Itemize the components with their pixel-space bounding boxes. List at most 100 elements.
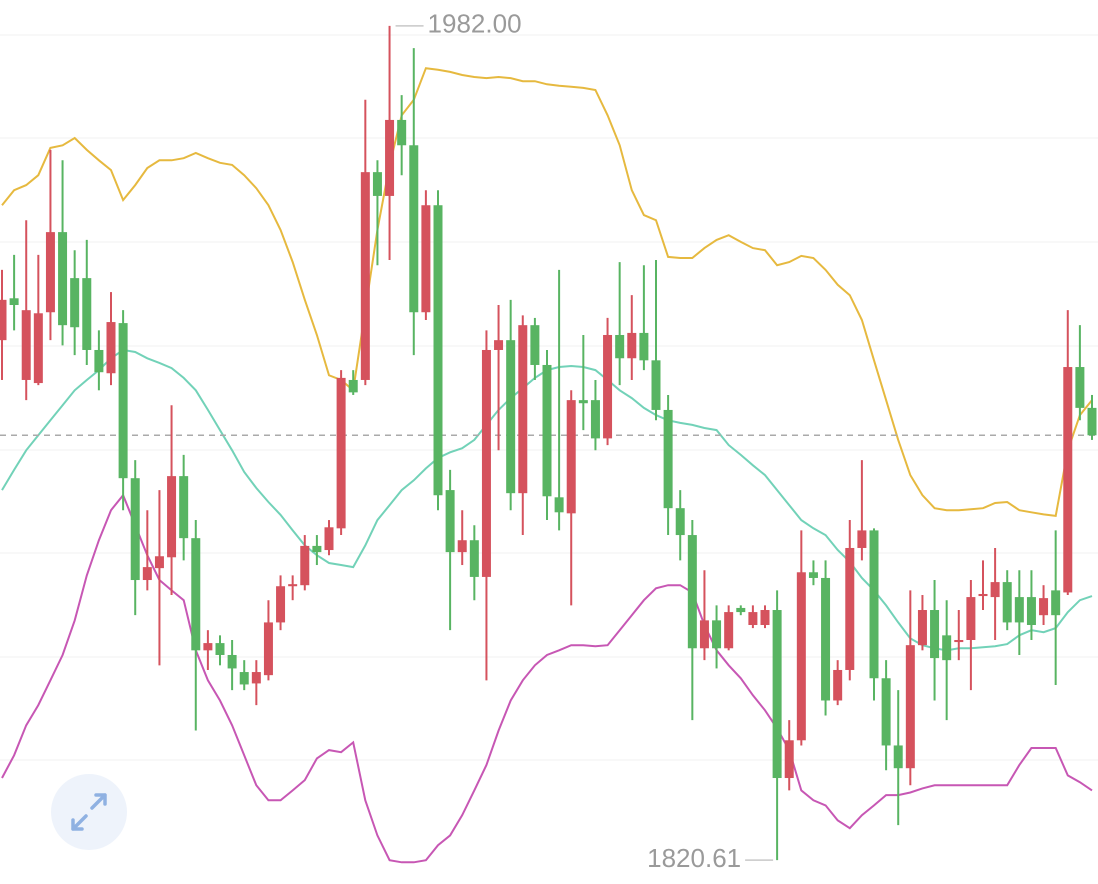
candle-body — [215, 643, 225, 655]
expand-button-bg[interactable] — [51, 774, 127, 850]
candle-body — [1087, 407, 1097, 436]
candle-body — [542, 364, 552, 497]
candle-body — [179, 476, 189, 539]
candle-body — [276, 586, 286, 623]
candle-body — [530, 325, 540, 365]
candle-body — [917, 610, 927, 646]
high-label: 1982.00 — [428, 9, 522, 39]
candle-body — [1063, 367, 1073, 593]
candle-body — [324, 527, 334, 551]
candle-body — [336, 377, 346, 529]
candle-body — [142, 567, 152, 581]
candle-body — [578, 400, 588, 404]
candle-body — [942, 635, 952, 661]
candle-body — [724, 612, 734, 649]
candle-body — [154, 556, 164, 569]
candle-body — [978, 593, 988, 597]
candle-body — [808, 572, 818, 578]
candle-body — [94, 349, 104, 373]
candle-body — [1051, 590, 1061, 616]
candle-body — [118, 323, 128, 479]
candle-body — [70, 278, 80, 328]
candle-body — [603, 334, 613, 439]
candle-body — [360, 172, 370, 380]
candle-body — [494, 340, 504, 350]
candle-body — [421, 205, 431, 313]
low-label: 1820.61 — [647, 843, 741, 873]
expand-icon — [71, 793, 107, 831]
candle-body — [760, 610, 770, 626]
candle-body — [590, 400, 600, 439]
candle-body — [445, 490, 455, 553]
candle-body — [106, 322, 116, 374]
candle-body — [397, 119, 407, 146]
candle-body — [481, 349, 491, 577]
candle-body — [663, 409, 673, 509]
candle-body — [784, 740, 794, 779]
candle-body — [1026, 597, 1036, 626]
candle-body — [21, 310, 31, 380]
candle-body — [736, 607, 746, 613]
candle-body — [191, 538, 201, 651]
candle-body — [796, 572, 806, 741]
candle-body — [288, 584, 298, 587]
candle-body — [9, 298, 19, 306]
candle-body — [239, 672, 249, 685]
candle-body — [857, 530, 867, 548]
band-line — [1, 493, 1093, 864]
candle-body — [554, 497, 564, 513]
candle-body — [203, 643, 213, 651]
candle-body — [712, 620, 722, 649]
candle-body — [905, 645, 915, 769]
candle-body — [869, 530, 879, 679]
candle-body — [651, 360, 661, 410]
candle-body — [130, 478, 140, 581]
band-line — [1, 67, 1093, 518]
candle-body — [227, 654, 237, 669]
candle-body — [966, 597, 976, 640]
candle-body — [469, 540, 479, 577]
candle-body — [167, 476, 177, 558]
candle-body — [1039, 598, 1049, 616]
candle-body — [893, 745, 903, 769]
candle-body — [772, 610, 782, 779]
candle-body — [881, 678, 891, 746]
candle-body — [833, 669, 843, 701]
candle-body — [699, 620, 709, 649]
candle-body — [675, 508, 685, 536]
candle-body — [1014, 597, 1024, 623]
expand-button[interactable] — [51, 774, 127, 850]
candle-body — [457, 540, 467, 553]
candle-body — [1075, 367, 1085, 408]
candle-body — [748, 612, 758, 626]
candle-body — [0, 299, 7, 341]
candle-body — [518, 325, 528, 494]
candle-body — [251, 672, 261, 684]
candle-body — [687, 535, 697, 649]
candle-body — [33, 313, 43, 384]
candle-body — [82, 278, 92, 350]
candle-body — [433, 205, 443, 496]
plot: 1982.00 1820.61 — [0, 9, 1098, 873]
candle-body — [954, 639, 964, 643]
candle-body — [566, 400, 576, 514]
candle-body — [263, 622, 273, 676]
candle-body — [348, 379, 358, 393]
candle-body — [58, 232, 68, 326]
candle-body — [845, 547, 855, 670]
candle-body — [930, 610, 940, 659]
candle-body — [300, 545, 310, 586]
candle-body — [821, 577, 831, 701]
candle-body — [385, 119, 395, 196]
candle-body — [639, 332, 649, 361]
candle-body — [45, 232, 55, 313]
candle-body — [409, 145, 419, 313]
candle-body — [1002, 582, 1012, 623]
candle-body — [312, 545, 322, 553]
candle-body — [990, 582, 1000, 598]
candle-body — [627, 332, 637, 359]
candle-body — [372, 172, 382, 196]
candle-body — [506, 340, 516, 494]
